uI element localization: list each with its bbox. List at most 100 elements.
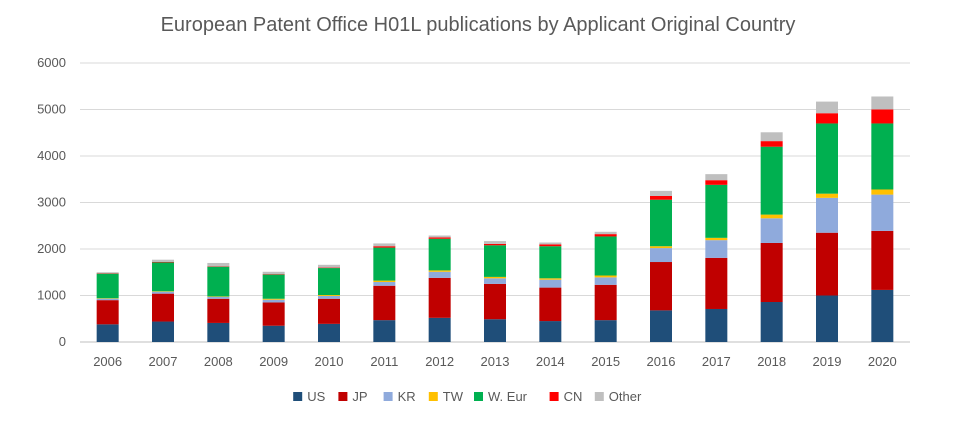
x-tick-label: 2012	[425, 354, 454, 369]
bar-segment	[816, 193, 838, 198]
bar-segment	[428, 270, 451, 272]
legend-label: TW	[443, 389, 464, 404]
bar-segment	[373, 246, 396, 248]
bar-segment	[373, 282, 396, 286]
bar-segment	[705, 237, 728, 241]
bar-segment	[594, 234, 617, 237]
bar-segment	[207, 266, 230, 297]
legend-swatch	[338, 392, 348, 401]
bar-segment	[705, 257, 728, 309]
bar-segment	[594, 275, 617, 278]
bar-segment	[650, 190, 672, 196]
bar-segment	[207, 262, 230, 267]
bar-segment	[262, 325, 285, 342]
bar-segment	[760, 132, 783, 142]
bar-segment	[539, 287, 562, 322]
bar-segment	[373, 320, 396, 342]
y-tick-label: 1000	[37, 288, 66, 303]
bar-segment	[484, 243, 506, 246]
bar-segment	[760, 146, 783, 215]
bar-segment	[650, 195, 672, 200]
bar-segment	[760, 218, 783, 243]
bar-segment	[760, 242, 783, 303]
bar-segment	[318, 295, 340, 296]
bar-segment	[318, 264, 340, 268]
bar-segment	[705, 308, 728, 342]
bar-segment	[705, 174, 728, 181]
bar-segment	[650, 262, 672, 311]
bar-segment	[594, 320, 617, 342]
legend-swatch	[549, 392, 559, 401]
bar-segment	[484, 276, 506, 279]
bar-segment	[373, 280, 396, 283]
bar-segment	[816, 101, 838, 114]
bar-segment	[760, 141, 783, 147]
bar-segment	[594, 284, 617, 321]
bar-segment	[650, 310, 672, 342]
legend-swatch	[594, 392, 604, 401]
bar-segment	[318, 295, 340, 299]
legend-label: Other	[609, 389, 642, 404]
bar-segment	[428, 238, 451, 271]
bar-segment	[539, 321, 562, 342]
bar-segment	[484, 319, 506, 342]
bar-segment	[373, 285, 396, 321]
bar-segment	[207, 322, 230, 342]
bar-segment	[871, 194, 894, 231]
bar-segment	[816, 113, 838, 124]
x-tick-label: 2011	[370, 354, 398, 369]
bar-segment	[318, 323, 340, 342]
x-tick-label: 2008	[204, 354, 233, 369]
x-tick-label: 2015	[591, 354, 620, 369]
bar-segment	[705, 240, 728, 258]
legend-label: KR	[398, 389, 416, 404]
legend-swatch	[428, 392, 438, 401]
bar-segment	[207, 296, 230, 299]
bar-segment	[816, 295, 838, 342]
bar-segment	[96, 298, 119, 301]
legend-label: US	[307, 389, 325, 404]
bar-segment	[871, 230, 894, 290]
x-tick-label: 2016	[647, 354, 676, 369]
bar-segment	[705, 180, 728, 185]
bar-segment	[152, 293, 174, 322]
bar-segment	[871, 109, 894, 124]
bar-segment	[96, 272, 119, 274]
legend-label: W. Eur	[488, 389, 528, 404]
bar-segment	[871, 123, 894, 190]
y-tick-label: 6000	[37, 55, 66, 70]
bar-segment	[262, 298, 285, 300]
bar-segment	[650, 248, 672, 263]
bar-segment	[262, 271, 285, 275]
bar-segment	[760, 214, 783, 219]
bar-segment	[484, 241, 506, 244]
legend-swatch	[383, 392, 393, 401]
bar-segment	[152, 262, 174, 292]
bar-segment	[871, 189, 894, 195]
x-tick-label: 2017	[702, 354, 731, 369]
bar-segment	[428, 235, 451, 238]
bar-segment	[96, 300, 119, 325]
bar-segment	[428, 237, 451, 239]
x-tick-label: 2006	[93, 354, 122, 369]
x-tick-label: 2020	[868, 354, 897, 369]
x-tick-label: 2009	[259, 354, 288, 369]
legend-label: JP	[352, 389, 367, 404]
bar-segment	[871, 96, 894, 110]
x-tick-label: 2013	[481, 354, 510, 369]
bar-segment	[539, 278, 562, 280]
bar-segment	[816, 232, 838, 296]
y-tick-label: 0	[59, 334, 66, 349]
bar-segment	[539, 246, 562, 279]
bar-segment	[96, 273, 119, 299]
bar-segment	[594, 236, 617, 276]
bar-segment	[816, 197, 838, 233]
bar-segment	[484, 278, 506, 284]
bar-segment	[539, 244, 562, 247]
x-tick-label: 2007	[149, 354, 178, 369]
bar-segment	[539, 279, 562, 288]
bar-segment	[152, 291, 174, 294]
chart-title: European Patent Office H01L publications…	[160, 14, 796, 36]
bar-segment	[428, 271, 451, 278]
bar-segment	[594, 231, 617, 235]
